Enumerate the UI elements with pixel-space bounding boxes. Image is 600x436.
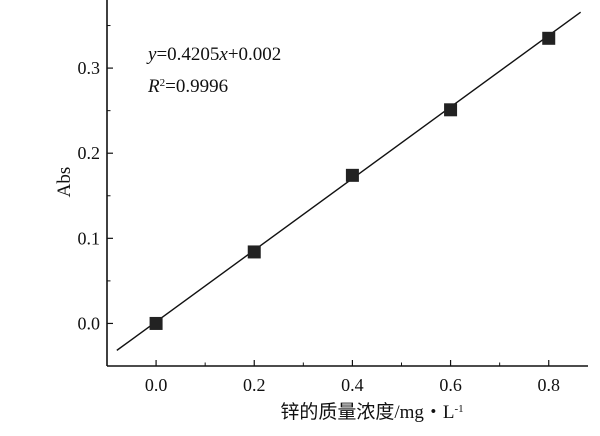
data-point (542, 31, 556, 45)
data-point (345, 168, 359, 182)
data-point (444, 103, 458, 117)
x-tick-label: 0.8 (537, 375, 560, 395)
y-tick-label: 0.2 (78, 143, 101, 163)
x-tick-label: 0.0 (145, 375, 168, 395)
y-tick-label: 0.1 (78, 228, 101, 248)
y-tick-label: 0.3 (78, 58, 101, 78)
equation-label: y=0.4205x+0.002 (146, 44, 281, 65)
data-points (149, 31, 556, 330)
x-tick-label: 0.4 (341, 375, 364, 395)
ticks: 0.0 0.2 0.4 0.6 0.8 0.0 0.1 0.2 0.3 (78, 25, 560, 395)
axes (106, 0, 588, 367)
y-tick-label: 0.0 (78, 313, 101, 333)
data-point (247, 245, 261, 259)
r2-label: R2=0.9996 (147, 76, 228, 97)
data-point (149, 316, 163, 330)
x-axis-label: 锌的质量浓度/mg・L-1 (280, 401, 463, 423)
x-tick-label: 0.2 (243, 375, 266, 395)
y-axis-label: Abs (54, 167, 75, 198)
x-tick-label: 0.6 (439, 375, 462, 395)
